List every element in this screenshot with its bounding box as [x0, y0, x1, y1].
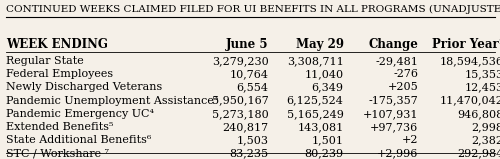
Text: +97,736: +97,736: [370, 122, 418, 132]
Text: Prior Year¹: Prior Year¹: [432, 38, 500, 51]
Text: State Additional Benefits⁶: State Additional Benefits⁶: [6, 135, 152, 145]
Text: +205: +205: [388, 82, 418, 92]
Text: 1,503: 1,503: [236, 135, 268, 145]
Text: 5,165,249: 5,165,249: [286, 109, 344, 119]
Text: 80,239: 80,239: [304, 148, 344, 158]
Text: Extended Benefits⁵: Extended Benefits⁵: [6, 122, 114, 132]
Text: -175,357: -175,357: [369, 96, 418, 106]
Text: 6,349: 6,349: [312, 82, 344, 92]
Text: 946,808: 946,808: [458, 109, 500, 119]
Text: June 5: June 5: [226, 38, 268, 51]
Text: May 29: May 29: [296, 38, 344, 51]
Text: 2,382: 2,382: [472, 135, 500, 145]
Text: Newly Discharged Veterans: Newly Discharged Veterans: [6, 82, 162, 92]
Text: CONTINUED WEEKS CLAIMED FILED FOR UI BENEFITS IN ALL PROGRAMS (UNADJUSTED): CONTINUED WEEKS CLAIMED FILED FOR UI BEN…: [6, 5, 500, 14]
Text: 11,470,042: 11,470,042: [440, 96, 500, 106]
Text: WEEK ENDING: WEEK ENDING: [6, 38, 108, 51]
Text: 292,984: 292,984: [458, 148, 500, 158]
Text: 12,453: 12,453: [464, 82, 500, 92]
Text: -29,481: -29,481: [376, 56, 418, 66]
Text: 18,594,536: 18,594,536: [440, 56, 500, 66]
Text: 6,554: 6,554: [236, 82, 268, 92]
Text: Regular State: Regular State: [6, 56, 84, 66]
Text: 5,950,167: 5,950,167: [212, 96, 268, 106]
Text: Federal Employees: Federal Employees: [6, 69, 113, 79]
Text: 83,235: 83,235: [230, 148, 268, 158]
Text: +2: +2: [402, 135, 418, 145]
Text: 3,279,230: 3,279,230: [212, 56, 268, 66]
Text: +107,931: +107,931: [363, 109, 418, 119]
Text: 6,125,524: 6,125,524: [286, 96, 344, 106]
Text: Pandemic Unemployment Assistance³: Pandemic Unemployment Assistance³: [6, 96, 218, 106]
Text: 240,817: 240,817: [222, 122, 268, 132]
Text: Pandemic Emergency UC⁴: Pandemic Emergency UC⁴: [6, 109, 154, 119]
Text: Change: Change: [368, 38, 418, 51]
Text: 15,353: 15,353: [464, 69, 500, 79]
Text: 1,501: 1,501: [312, 135, 344, 145]
Text: 10,764: 10,764: [230, 69, 268, 79]
Text: 5,273,180: 5,273,180: [212, 109, 268, 119]
Text: 3,308,711: 3,308,711: [287, 56, 344, 66]
Text: +2,996: +2,996: [377, 148, 418, 158]
Text: STC / Workshare ⁷: STC / Workshare ⁷: [6, 148, 109, 158]
Text: 11,040: 11,040: [304, 69, 344, 79]
Text: 2,998: 2,998: [472, 122, 500, 132]
Text: 143,081: 143,081: [297, 122, 344, 132]
Text: -276: -276: [394, 69, 418, 79]
